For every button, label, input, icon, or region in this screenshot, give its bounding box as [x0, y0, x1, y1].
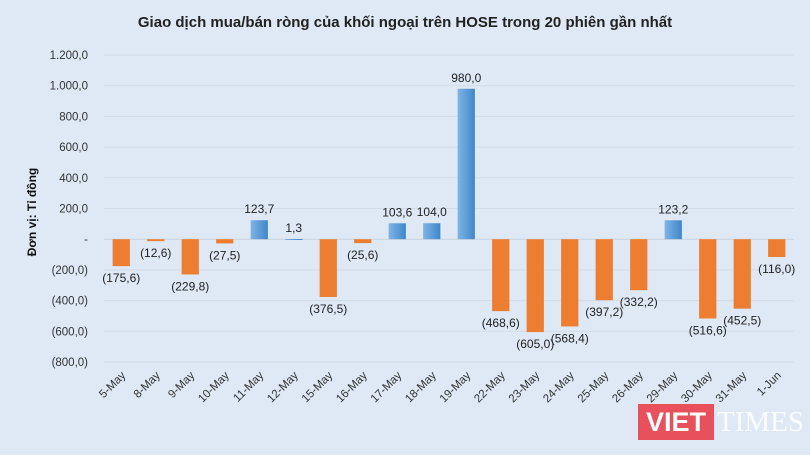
x-tick-label: 17-May: [369, 369, 405, 405]
y-tick-label: (200,0): [52, 265, 89, 277]
bar-17-May: [388, 223, 406, 240]
x-tick-label: 23-May: [507, 369, 543, 405]
data-label: (175,6): [102, 271, 140, 285]
data-label: (468,6): [482, 316, 520, 330]
data-label: 104,0: [417, 205, 447, 219]
bar-11-May: [250, 220, 268, 240]
x-tick-label: 10-May: [196, 369, 232, 405]
x-tick-label: 18-May: [403, 369, 439, 405]
x-tick-label: 11-May: [231, 369, 266, 404]
bar-9-May: [181, 239, 199, 275]
bar-22-May: [492, 239, 510, 312]
bar-12-May: [285, 239, 303, 241]
bar-8-May: [147, 239, 165, 242]
chart-title: Giao dịch mua/bán ròng của khối ngoại tr…: [137, 14, 673, 31]
x-tick-label: 29-May: [645, 369, 681, 405]
x-tick-label: 15-May: [300, 369, 336, 405]
data-label: (25,6): [347, 248, 378, 262]
y-tick-label: 1.000,0: [50, 81, 88, 93]
y-tick-label: 400,0: [59, 173, 88, 185]
y-tick-label: 1.200,0: [50, 50, 88, 62]
data-label: (332,2): [620, 295, 658, 309]
x-tick-label: 26-May: [610, 369, 646, 405]
data-label: (605,0): [516, 337, 554, 351]
data-label: (229,8): [171, 279, 209, 293]
bar-25-May: [595, 239, 613, 301]
data-label: (116,0): [758, 262, 795, 276]
x-tick-label: 16-May: [334, 369, 370, 405]
x-tick-label: 22-May: [472, 369, 508, 405]
data-label: (12,6): [140, 246, 171, 260]
bar-19-May: [457, 88, 475, 240]
y-tick-label: (800,0): [52, 357, 89, 369]
y-tick-label: -: [84, 234, 88, 246]
x-tick-label: 31-May: [714, 369, 750, 405]
bar-5-May: [112, 239, 130, 267]
x-tick-label: 12-May: [265, 369, 301, 405]
y-tick-label: 600,0: [59, 142, 88, 154]
x-tick-label: 1-Jun: [755, 370, 784, 399]
y-axis-label: Đơn vị: Tỉ đồng: [25, 168, 39, 257]
x-tick-label: 25-May: [576, 369, 612, 405]
data-label: (397,2): [585, 305, 623, 319]
x-tick-label: 24-May: [541, 369, 577, 405]
data-label: (516,6): [689, 323, 727, 337]
data-label: (376,5): [309, 302, 347, 316]
viettimes-logo: VIET TIMES: [638, 404, 804, 440]
bar-31-May: [733, 239, 751, 309]
data-label: 103,6: [382, 205, 412, 219]
data-label: 123,7: [244, 202, 274, 216]
data-label: (27,5): [209, 248, 240, 262]
bar-23-May: [526, 239, 544, 333]
data-label: 123,2: [658, 202, 688, 216]
x-tick-label: 5-May: [97, 369, 128, 400]
bar-1-Jun: [768, 239, 786, 258]
y-tick-label: 800,0: [59, 111, 88, 123]
y-tick-label: 200,0: [59, 204, 88, 216]
bar-29-May: [664, 220, 682, 240]
bar-10-May: [216, 239, 234, 244]
data-label: 980,0: [451, 71, 481, 85]
data-label: (568,4): [551, 331, 589, 345]
y-tick-label: (400,0): [52, 296, 89, 308]
bar-30-May: [699, 239, 717, 319]
y-tick-label: (600,0): [52, 326, 89, 338]
bar-24-May: [561, 239, 579, 327]
bar-15-May: [319, 239, 337, 297]
bar-26-May: [630, 239, 648, 291]
bar-18-May: [423, 223, 441, 240]
bar-16-May: [354, 239, 372, 244]
x-tick-label: 8-May: [132, 369, 163, 400]
data-label: (452,5): [723, 314, 761, 328]
x-tick-label: 9-May: [166, 369, 197, 400]
x-tick-label: 19-May: [438, 369, 474, 405]
data-label: 1,3: [285, 221, 302, 235]
x-tick-label: 30-May: [679, 369, 715, 405]
